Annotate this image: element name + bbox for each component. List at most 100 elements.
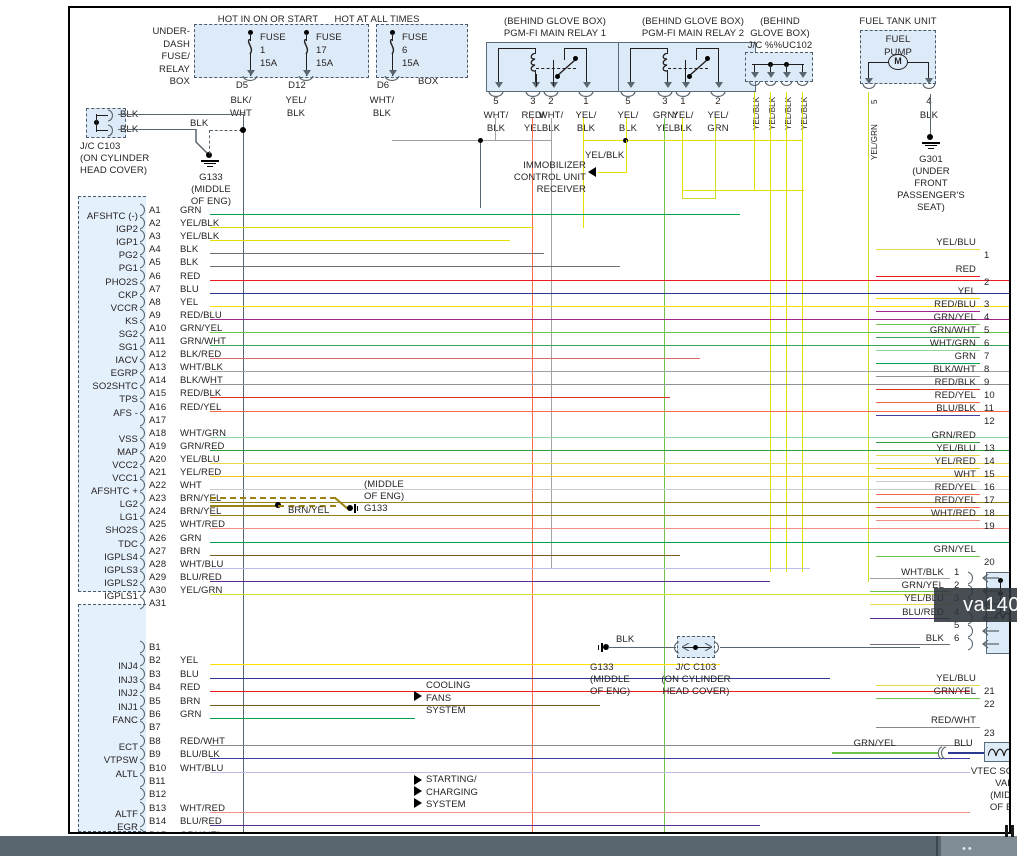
g133-mid-label: G133 xyxy=(364,503,388,514)
wire-run-B4 xyxy=(210,691,970,693)
fuse-6-symbol xyxy=(389,39,395,55)
relay-1-pin1-wire: YEL/ BLK xyxy=(575,110,597,134)
relay-1-coil-leg xyxy=(535,48,536,54)
g133-top-note: (MIDDLE OF ENG) xyxy=(190,184,232,207)
trunk-yelgrn-fuelpump xyxy=(868,92,869,582)
vtec-blu-label: BLU xyxy=(954,738,973,749)
fuse-6-number: 6 xyxy=(402,45,408,56)
ecm-a-signal-name-A22: AFSHTC + xyxy=(91,486,138,498)
relay-1-left-leg xyxy=(498,48,499,86)
right-terminal-wire-1: YEL/BLU xyxy=(936,237,976,248)
right-terminal-number-22: 22 xyxy=(984,699,995,710)
ecm-a-signal-name-A1: AFSHTC (-) xyxy=(86,211,138,222)
ecm-a-signal-name-A16: AFS - xyxy=(113,407,138,419)
ecm-b-signal-name-B4: INJ2 xyxy=(118,688,138,700)
trunk-yelgrn-relay2-2 xyxy=(715,118,716,198)
ecm-a-pin-id-A5: A5 xyxy=(149,257,161,269)
vtec-solenoid-box xyxy=(984,742,1009,762)
ecm-a-connector-A29 xyxy=(140,570,146,584)
relay-1-pin5-number: 5 xyxy=(493,96,499,107)
jc-c103-branch-node xyxy=(240,127,246,133)
g133-mid-note: (MIDDLE OF ENG) xyxy=(364,479,405,502)
ecm-b-pin-id-B12: B12 xyxy=(149,789,167,801)
ecm-b-connector-B6 xyxy=(140,707,146,721)
ecm-a-connector-A21 xyxy=(140,465,146,479)
ecm-a-wire-label-A3: YEL/BLK xyxy=(180,231,220,243)
egr-pin-wire-6: BLK xyxy=(925,633,944,644)
fuel-pump-motor-circle xyxy=(888,54,908,70)
wire-run-A21 xyxy=(210,476,1009,477)
bottom-toolbar-inner xyxy=(0,836,1017,856)
ecm-b-pin-id-B14: B14 xyxy=(149,816,167,828)
jc-c102-wire-1: YEL/BLK xyxy=(752,96,761,130)
ecm-a-signal-name-A21: VCC1 xyxy=(112,473,138,484)
ecm-a-connector-A1 xyxy=(140,203,146,217)
ecm-b-signal-name-B14: EGR xyxy=(117,822,138,834)
right-terminal-wire-21: YEL/BLU xyxy=(936,673,976,684)
relay-1-pin2-wire: WHT/ BLK xyxy=(538,110,564,134)
relay-2-pin3-connector xyxy=(657,92,673,98)
vtec-grnyel-label: GRN/YEL xyxy=(853,738,896,749)
egr-pin-number-6: 6 xyxy=(954,633,960,644)
relay-2-switch-contact xyxy=(705,56,710,61)
wire-run-A3 xyxy=(210,240,510,242)
right-terminal-wire-seg-13 xyxy=(876,442,980,443)
relay-1-coil-top-wire xyxy=(498,48,535,49)
ecm-b-connector-B8 xyxy=(140,734,146,748)
ecm-a-wire-label-A14: BLK/WHT xyxy=(180,375,223,387)
jc-c103-top-conn-2 xyxy=(108,124,114,137)
fuel-pump-pin5-arrow xyxy=(864,78,873,84)
ecm-a-connector-A14 xyxy=(140,373,146,387)
ecm-b-connector-B7 xyxy=(140,720,146,734)
fuel-pump-motor-symbol: M xyxy=(894,56,902,66)
relay-1-pin2-number: 2 xyxy=(548,96,554,107)
fuel-pump-pin4-number: 4 xyxy=(926,96,932,107)
trunk-blk-a4 xyxy=(480,140,481,208)
ecm-a-connector-A31 xyxy=(140,596,146,610)
jc-c103-top-name: J/C C103 xyxy=(80,141,121,152)
relay-1-location: (BEHIND GLOVE BOX) xyxy=(503,16,607,27)
fuse-1-arrow xyxy=(246,70,255,76)
right-terminal-wire-6: GRN/WHT xyxy=(929,325,976,336)
right-terminal-wire-8: GRN xyxy=(954,351,976,362)
ecm-b-pin-id-B6: B6 xyxy=(149,709,161,720)
relay-2-pin2-leg xyxy=(718,48,719,86)
ecm-a-connector-A7 xyxy=(140,282,146,296)
starting-charging-arrow-1 xyxy=(414,775,422,785)
ecm-a-signal-name-A20: VCC2 xyxy=(112,459,138,471)
bottom-toolbar-dots-icon[interactable]: •• xyxy=(962,843,974,855)
jc-c103-blk-upper xyxy=(118,114,244,115)
relay-2-pin3-arrow xyxy=(663,82,672,88)
g133-bottom-ground-symbol xyxy=(595,643,603,652)
bus-whtblk-relay1-up xyxy=(495,118,496,141)
jc-c102-arrow-4 xyxy=(798,72,807,78)
ecm-a-connector-A27 xyxy=(140,544,146,558)
jc-c103-top-lead-1 xyxy=(96,115,108,116)
ecm-a-signal-name-A14: SO2SHTC xyxy=(92,381,138,393)
jc-c102-leg-1 xyxy=(754,64,755,76)
jc-c103-bottom-conn-right xyxy=(714,641,720,654)
ecm-a-pin-id-A29: A29 xyxy=(149,571,167,583)
bus-yelblk-node xyxy=(623,137,628,143)
immobilizer-label: IMMOBILIZER CONTROL UNIT RECEIVER xyxy=(513,160,586,195)
wire-run-A24 xyxy=(210,515,1009,517)
right-terminal-number-20: 20 xyxy=(984,557,995,568)
relay-2-coil-bottom xyxy=(667,70,668,86)
ecm-b-pin-id-B2: B2 xyxy=(149,655,161,667)
brnyel-mid-label: BRN/YEL xyxy=(288,505,330,516)
right-terminal-number-18: 18 xyxy=(984,508,995,519)
relay-2-coil-top-wire xyxy=(630,48,667,49)
ecm-b-signal-name-B3: INJ3 xyxy=(118,674,138,686)
ecm-a-signal-name-A9: KS xyxy=(125,315,138,327)
ecm-a-signal-name-A5: PG1 xyxy=(118,263,138,275)
wire-run-B8 xyxy=(210,744,970,746)
wire-run-A6 xyxy=(210,279,1009,281)
ecm-b-wire-label-B5: BRN xyxy=(180,695,201,707)
ecm-b-pin-id-B8: B8 xyxy=(149,735,161,747)
under-dash-fuse-box xyxy=(194,24,369,78)
ecm-b-connector-B5 xyxy=(140,694,146,708)
ecm-a-signal-name-A30: IGPLS1 xyxy=(104,590,138,602)
bottom-toolbar: •• xyxy=(0,836,1017,856)
egr-pin-number-1: 1 xyxy=(954,567,960,578)
bottom-toolbar-right-pane[interactable] xyxy=(941,836,1017,856)
